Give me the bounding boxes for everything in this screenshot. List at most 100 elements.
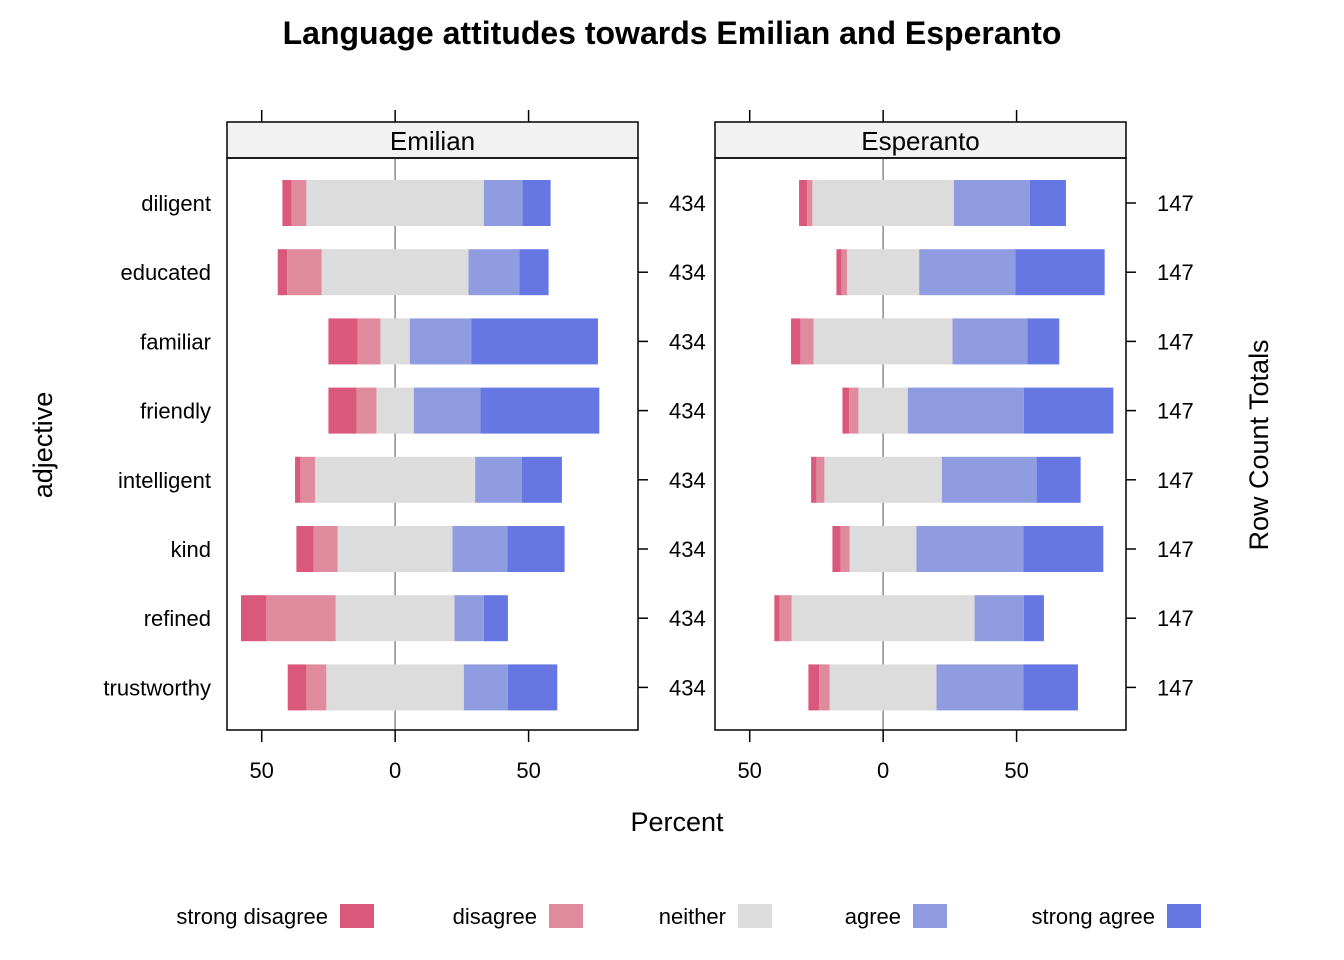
bar-emilian-refined-disagree: [266, 595, 335, 641]
bar-emilian-educated-disagree: [287, 249, 322, 295]
bar-esperanto-trustworthy-neither: [830, 664, 937, 710]
row-total-esperanto-intelligent: 147: [1157, 468, 1194, 493]
y-label-refined: refined: [144, 606, 211, 631]
bar-esperanto-friendly-neither: [858, 388, 907, 434]
legend-swatch-strong-disagree: [340, 904, 374, 928]
bar-esperanto-refined-strong-disagree: [774, 595, 779, 641]
y-axis-label: adjective: [28, 392, 58, 499]
bar-emilian-intelligent-agree: [475, 457, 522, 503]
bar-emilian-familiar-agree: [410, 318, 471, 364]
bar-emilian-diligent-strong-disagree: [282, 180, 291, 226]
bar-esperanto-diligent-neither: [812, 180, 953, 226]
bar-esperanto-intelligent-agree: [942, 457, 1037, 503]
bar-emilian-intelligent-disagree: [300, 457, 315, 503]
bar-emilian-diligent-agree: [484, 180, 523, 226]
bar-emilian-trustworthy-strong-disagree: [288, 664, 307, 710]
bar-esperanto-educated-disagree: [842, 249, 847, 295]
x-tick-label: 50: [516, 758, 540, 783]
row-total-emilian-refined: 434: [669, 606, 706, 631]
bar-esperanto-trustworthy-strong-agree: [1023, 664, 1078, 710]
bar-esperanto-educated-agree: [919, 249, 1015, 295]
bar-esperanto-kind-strong-disagree: [832, 526, 840, 572]
bar-esperanto-educated-neither: [847, 249, 919, 295]
bar-emilian-trustworthy-agree: [464, 664, 508, 710]
legend-label-strong-agree: strong agree: [1031, 904, 1155, 929]
y-label-intelligent: intelligent: [118, 468, 211, 493]
bar-emilian-trustworthy-disagree: [306, 664, 326, 710]
y-label-educated: educated: [120, 260, 211, 285]
x-tick-label: 50: [249, 758, 273, 783]
bar-emilian-kind-agree: [453, 526, 508, 572]
legend-swatch-agree: [913, 904, 947, 928]
legend: strong disagree disagree neither agree stron…: [176, 904, 1201, 929]
row-total-esperanto-trustworthy: 147: [1157, 675, 1194, 700]
bar-emilian-familiar-neither: [380, 318, 409, 364]
bar-emilian-friendly-neither: [376, 388, 413, 434]
legend-label-agree: agree: [845, 904, 901, 929]
bar-emilian-friendly-strong-disagree: [328, 388, 356, 434]
strip-label-emilian: Emilian: [390, 126, 475, 156]
bar-esperanto-intelligent-neither: [824, 457, 941, 503]
bar-emilian-familiar-strong-agree: [471, 318, 598, 364]
bar-esperanto-kind-neither: [850, 526, 917, 572]
x-tick-label: 50: [737, 758, 761, 783]
bar-esperanto-friendly-disagree: [849, 388, 858, 434]
row-total-emilian-familiar: 434: [669, 329, 706, 354]
bar-emilian-kind-strong-agree: [507, 526, 564, 572]
bar-emilian-intelligent-strong-agree: [522, 457, 562, 503]
bar-emilian-trustworthy-strong-agree: [508, 664, 557, 710]
bar-emilian-intelligent-neither: [315, 457, 475, 503]
x-axis-label: Percent: [630, 807, 724, 837]
row-total-esperanto-kind: 147: [1157, 537, 1194, 562]
bar-esperanto-refined-neither: [792, 595, 975, 641]
legend-swatch-neither: [738, 904, 772, 928]
bar-esperanto-familiar-agree: [953, 318, 1028, 364]
legend-label-strong-disagree: strong disagree: [176, 904, 328, 929]
panel-frame: [227, 158, 638, 730]
x-tick-label: 0: [877, 758, 889, 783]
bar-emilian-educated-strong-agree: [519, 249, 548, 295]
bar-emilian-familiar-disagree: [358, 318, 381, 364]
row-total-emilian-intelligent: 434: [669, 468, 706, 493]
bar-esperanto-friendly-strong-disagree: [842, 388, 849, 434]
bar-emilian-intelligent-strong-disagree: [295, 457, 300, 503]
bar-esperanto-kind-agree: [916, 526, 1023, 572]
bar-emilian-kind-strong-disagree: [296, 526, 313, 572]
bar-esperanto-diligent-strong-disagree: [799, 180, 807, 226]
bar-esperanto-intelligent-strong-agree: [1037, 457, 1081, 503]
bar-emilian-educated-neither: [322, 249, 469, 295]
bar-esperanto-familiar-strong-disagree: [791, 318, 800, 364]
bar-emilian-diligent-neither: [306, 180, 483, 226]
chart-title: Language attitudes towards Emilian and E…: [283, 15, 1062, 51]
row-total-esperanto-friendly: 147: [1157, 399, 1194, 424]
strip-label-esperanto: Esperanto: [861, 126, 980, 156]
bar-esperanto-familiar-neither: [814, 318, 953, 364]
bar-emilian-familiar-strong-disagree: [328, 318, 357, 364]
y-label-familiar: familiar: [140, 329, 211, 354]
legend-swatch-disagree: [549, 904, 583, 928]
bar-emilian-refined-strong-agree: [484, 595, 508, 641]
bar-emilian-diligent-disagree: [292, 180, 307, 226]
x-tick-label: 0: [389, 758, 401, 783]
y-label-diligent: diligent: [141, 191, 211, 216]
bar-esperanto-refined-agree: [975, 595, 1024, 641]
bar-emilian-friendly-disagree: [356, 388, 376, 434]
row-total-emilian-friendly: 434: [669, 399, 706, 424]
bar-esperanto-trustworthy-disagree: [819, 664, 830, 710]
bar-emilian-refined-neither: [336, 595, 455, 641]
row-total-esperanto-educated: 147: [1157, 260, 1194, 285]
row-total-emilian-trustworthy: 434: [669, 675, 706, 700]
bar-esperanto-kind-strong-agree: [1023, 526, 1103, 572]
bar-esperanto-diligent-agree: [954, 180, 1030, 226]
bar-emilian-friendly-agree: [414, 388, 481, 434]
bar-esperanto-familiar-disagree: [800, 318, 813, 364]
row-total-emilian-educated: 434: [669, 260, 706, 285]
bar-emilian-educated-strong-disagree: [278, 249, 287, 295]
bar-emilian-kind-disagree: [314, 526, 338, 572]
bar-esperanto-educated-strong-agree: [1015, 249, 1104, 295]
bar-emilian-educated-agree: [469, 249, 520, 295]
y-label-friendly: friendly: [140, 399, 211, 424]
row-total-emilian-diligent: 434: [669, 191, 706, 216]
